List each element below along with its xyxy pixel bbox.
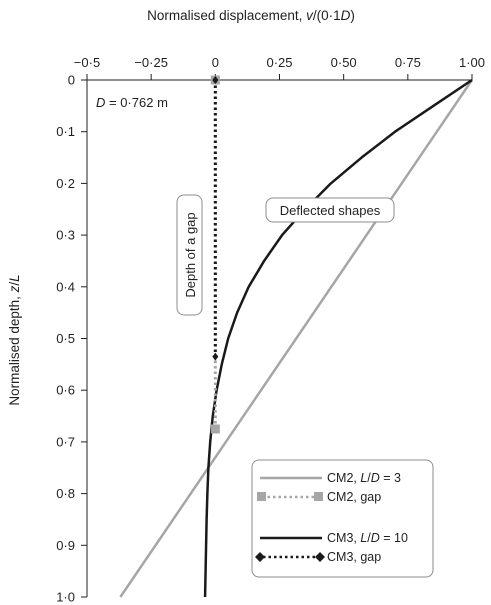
deflected-shapes-label: Deflected shapes [280, 203, 381, 218]
x-tick-label: 1·00 [459, 55, 485, 70]
y-tick-label: 1·0 [56, 590, 75, 605]
series-layer [119, 75, 474, 598]
y-axis-title: Normalised depth, z/L [7, 274, 22, 405]
legend-marker-cm3-gap-left [255, 552, 265, 562]
depth-of-gap-label: Depth of a gap [183, 212, 198, 297]
x-axis-title: Normalised displacement, v/(0·1D) [147, 8, 355, 23]
legend-marker-cm2-gap-right [314, 492, 323, 501]
y-tick-label: 0·6 [56, 383, 75, 398]
legend-label-cm3-line: CM3, L/D = 10 [327, 531, 408, 545]
y-tick-label: 0·8 [56, 486, 75, 501]
legend-label-cm3-gap: CM3, gap [327, 550, 381, 564]
legend-marker-cm3-gap-right [315, 552, 325, 562]
x-tick-label: 0·75 [395, 55, 421, 70]
x-tick-label: −0·25 [134, 55, 168, 70]
y-tick-label: 0·2 [56, 176, 75, 191]
y-tick-label: 0·9 [56, 538, 75, 553]
legend-label-cm2-gap: CM2, gap [327, 490, 381, 504]
legend-marker-cm2-gap-left [257, 492, 266, 501]
x-ticks: −0·5 −0·25 0 0·25 0·50 0·75 1·00 [74, 55, 485, 80]
x-tick-label: −0·5 [74, 55, 100, 70]
legend: CM2, L/D = 3 CM2, gap CM3, L/D = 10 CM3,… [251, 459, 434, 578]
depth-of-gap-box [176, 194, 203, 316]
x-tick-label: 0·25 [266, 55, 292, 70]
y-tick-label: 0·4 [56, 279, 75, 294]
marker-cm3-gap [212, 76, 219, 84]
y-tick-label: 0·1 [56, 124, 75, 139]
diameter-annotation: D = 0·762 m [96, 95, 168, 110]
legend-frame [251, 459, 434, 578]
legend-label-cm2-line: CM2, L/D = 3 [327, 471, 401, 485]
marker-cm3-gap [212, 352, 219, 361]
y-ticks: 0 0·1 0·2 0·3 0·4 0·5 0·6 0·7 0·8 0·9 1·0 [56, 73, 87, 605]
series-line-cm3 [203, 78, 473, 598]
marker-cm2-gap [210, 424, 220, 434]
depth-of-gap-group: Depth of a gap [176, 194, 203, 316]
deflected-shapes-box [265, 197, 395, 223]
y-tick-label: 0 [68, 73, 75, 88]
y-tick-label: 0·3 [56, 228, 75, 243]
x-tick-label: 0·50 [331, 55, 357, 70]
x-tick-label: 0 [212, 55, 219, 70]
series-line-cm2 [119, 79, 474, 598]
y-tick-label: 0·5 [56, 331, 75, 346]
y-tick-label: 0·7 [56, 434, 75, 449]
